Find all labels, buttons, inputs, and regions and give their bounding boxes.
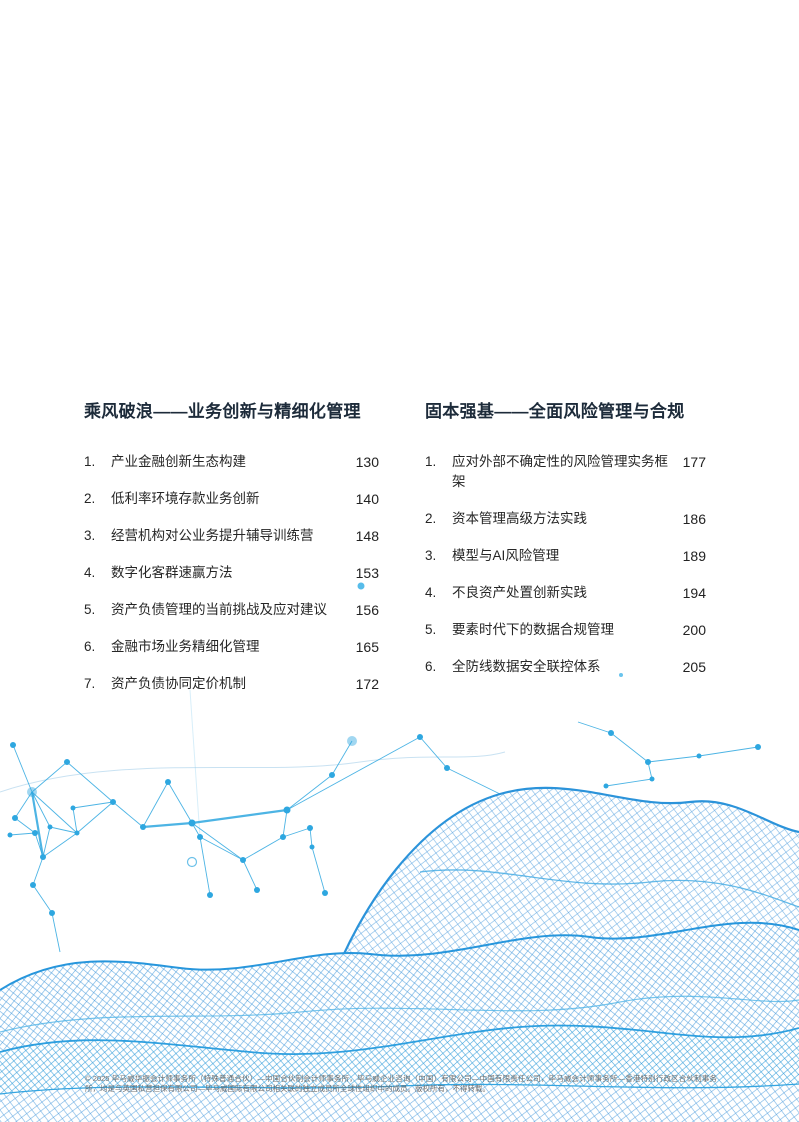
item-number: 7. bbox=[84, 676, 96, 691]
mesh-hill-bottom bbox=[0, 1083, 799, 1122]
toc-section-business: 乘风破浪——业务创新与精细化管理 1. 产业金融创新生态构建 130 2. 低利… bbox=[84, 397, 379, 711]
item-title: 经营机构对公业务提升辅导训练营 bbox=[111, 528, 314, 543]
item-number: 5. bbox=[425, 622, 437, 637]
item-page: 153 bbox=[355, 565, 379, 581]
item-page: 194 bbox=[682, 585, 706, 601]
network-lines-thick bbox=[30, 791, 288, 858]
network-nodes bbox=[7, 582, 761, 916]
toc-item: 1. 应对外部不确定性的风险管理实务框架 177 bbox=[425, 452, 706, 492]
footer-disclaimer: © 2025 毕马威华振会计师事务所（特殊普通合伙）—中国合伙制会计师事务所，毕… bbox=[85, 1074, 717, 1093]
item-title: 模型与AI风险管理 bbox=[452, 548, 560, 563]
toc-item: 4. 数字化客群速赢方法 153 bbox=[84, 563, 379, 583]
item-page: 200 bbox=[682, 622, 706, 638]
item-page: 140 bbox=[355, 491, 379, 507]
item-number: 4. bbox=[425, 585, 437, 600]
item-number: 6. bbox=[425, 659, 437, 674]
item-page: 130 bbox=[355, 454, 379, 470]
item-title: 产业金融创新生态构建 bbox=[111, 454, 246, 469]
item-number: 4. bbox=[84, 565, 96, 580]
toc-item: 5. 资产负债管理的当前挑战及应对建议 156 bbox=[84, 600, 379, 620]
item-number: 2. bbox=[425, 511, 437, 526]
item-title: 低利率环境存款业务创新 bbox=[111, 491, 260, 506]
toc-item: 4. 不良资产处置创新实践 194 bbox=[425, 583, 706, 603]
item-page: 186 bbox=[682, 511, 706, 527]
item-page: 156 bbox=[355, 602, 379, 618]
section-title: 固本强基——全面风险管理与合规 bbox=[425, 402, 685, 421]
item-page: 189 bbox=[682, 548, 706, 564]
mesh-graphic bbox=[0, 582, 799, 1122]
toc-item: 6. 金融市场业务精细化管理 165 bbox=[84, 637, 379, 657]
toc-item: 7. 资产负债协同定价机制 172 bbox=[84, 674, 379, 694]
toc-item: 6. 全防线数据安全联控体系 205 bbox=[425, 657, 706, 677]
item-title: 要素时代下的数据合规管理 bbox=[452, 622, 614, 637]
toc-item: 2. 资本管理高级方法实践 186 bbox=[425, 509, 706, 529]
item-title: 数字化客群速赢方法 bbox=[111, 565, 233, 580]
toc-section-risk: 固本强基——全面风险管理与合规 1. 应对外部不确定性的风险管理实务框架 177… bbox=[425, 397, 706, 711]
item-title: 不良资产处置创新实践 bbox=[452, 585, 587, 600]
item-title: 资本管理高级方法实践 bbox=[452, 511, 587, 526]
item-page: 172 bbox=[355, 676, 379, 692]
item-page: 148 bbox=[355, 528, 379, 544]
item-number: 3. bbox=[84, 528, 96, 543]
item-number: 5. bbox=[84, 602, 96, 617]
item-number: 1. bbox=[425, 454, 437, 469]
item-title: 应对外部不确定性的风险管理实务框架 bbox=[452, 454, 668, 489]
item-number: 2. bbox=[84, 491, 96, 506]
item-number: 1. bbox=[84, 454, 96, 469]
item-number: 6. bbox=[84, 639, 96, 654]
toc-columns: 乘风破浪——业务创新与精细化管理 1. 产业金融创新生态构建 130 2. 低利… bbox=[84, 397, 706, 711]
toc-item: 1. 产业金融创新生态构建 130 bbox=[84, 452, 379, 472]
network-ring-node bbox=[186, 856, 198, 868]
item-title: 全防线数据安全联控体系 bbox=[452, 659, 601, 674]
item-page: 165 bbox=[355, 639, 379, 655]
item-number: 3. bbox=[425, 548, 437, 563]
item-title: 金融市场业务精细化管理 bbox=[111, 639, 260, 654]
toc-item: 3. 模型与AI风险管理 189 bbox=[425, 546, 706, 566]
item-page: 177 bbox=[682, 454, 706, 470]
section-title: 乘风破浪——业务创新与精细化管理 bbox=[84, 402, 361, 421]
toc-item: 3. 经营机构对公业务提升辅导训练营 148 bbox=[84, 526, 379, 546]
toc-item: 5. 要素时代下的数据合规管理 200 bbox=[425, 620, 706, 640]
toc-item: 2. 低利率环境存款业务创新 140 bbox=[84, 489, 379, 509]
network-lines bbox=[9, 721, 759, 953]
item-title: 资产负债管理的当前挑战及应对建议 bbox=[111, 602, 327, 617]
item-title: 资产负债协同定价机制 bbox=[111, 676, 246, 691]
item-page: 205 bbox=[682, 659, 706, 675]
